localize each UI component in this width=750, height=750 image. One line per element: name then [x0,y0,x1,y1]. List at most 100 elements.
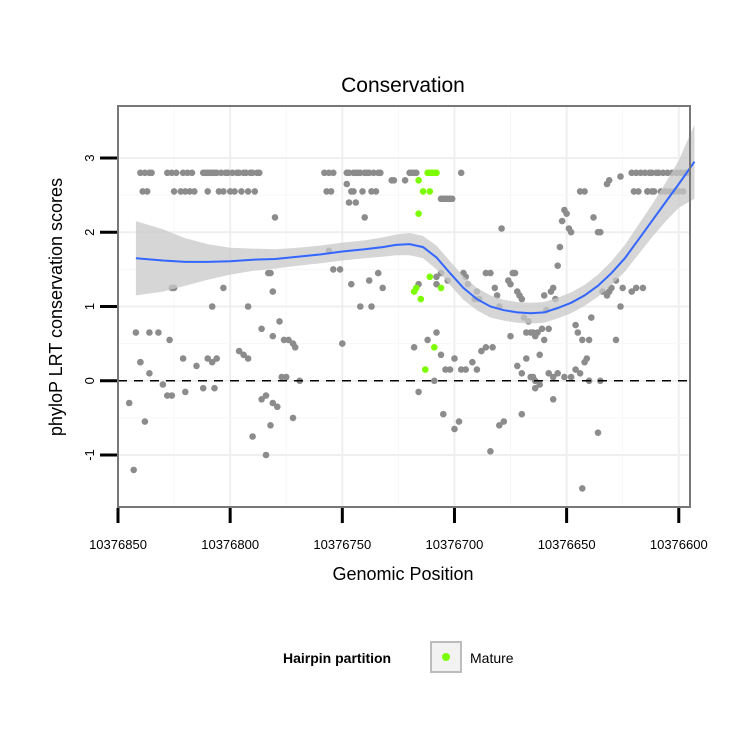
other-point [179,355,187,362]
other-point [168,392,176,399]
other-point [401,177,409,184]
other-point [235,347,243,355]
mature-point [422,366,429,373]
other-point [143,188,151,195]
other-point [536,381,543,388]
other-point [251,188,259,195]
other-point [451,355,458,362]
other-point [361,214,369,221]
other-point [549,396,557,403]
other-point [359,188,366,195]
panel-border [117,105,691,508]
other-point [137,358,144,366]
x-tick-label: 10376600 [650,537,708,552]
other-point [491,284,499,292]
other-point [159,381,167,388]
series-mature [410,169,445,373]
other-point [617,303,624,310]
other-point [343,180,351,188]
axes: 10376850 10376800 10376750 10376700 10376650… [82,154,708,552]
other-point [289,414,297,422]
other-point [469,358,476,366]
other-point [518,410,526,418]
other-point [487,448,494,455]
mature-point [433,169,440,177]
other-point [554,370,561,377]
other-point [267,269,274,277]
other-point [507,332,514,340]
other-point [330,266,337,273]
other-point [291,344,299,351]
mature-point [413,284,420,292]
other-point [285,336,292,344]
other-point [455,418,463,425]
x-tick-label: 10376800 [201,537,259,552]
other-point [269,399,277,407]
other-point [431,377,438,385]
other-point [377,169,384,177]
other-point [648,188,656,195]
other-point [274,403,281,411]
other-point [549,373,557,381]
y-tick-label: -1 [82,449,97,461]
other-point [563,210,570,217]
other-point [204,188,211,195]
other-point [605,177,613,184]
x-tick-label: 10376750 [313,537,371,552]
smooth-trend-line [135,161,696,315]
other-point [462,366,470,373]
other-point [628,288,635,295]
other-point [540,292,548,299]
other-point [487,269,494,277]
legend-label-mature: Mature [470,650,514,666]
other-point [374,269,382,277]
legend-title: Hairpin partition [283,650,391,666]
other-point [549,284,557,292]
other-point [415,388,422,396]
other-point [440,410,447,418]
other-point [368,303,375,310]
other-point [558,217,566,225]
other-point [365,277,373,284]
other-point [379,284,387,292]
other-point [498,225,505,232]
mature-point [431,344,438,351]
chart-title: Conservation [341,74,465,97]
other-point [327,188,335,195]
other-point [155,329,162,336]
y-tick-label: 0 [82,377,97,384]
other-point [148,169,155,177]
other-point [448,195,456,203]
other-point [619,284,626,292]
other-point [213,355,220,362]
other-point [262,392,270,399]
other-point [567,373,575,381]
other-point [518,370,526,377]
other-point [166,336,173,344]
other-point [336,266,344,273]
other-point [208,303,216,310]
other-point [146,329,153,336]
mature-point [419,188,427,195]
other-point [141,418,149,425]
other-point [581,188,588,195]
other-point [500,418,508,425]
other-point [574,329,582,336]
other-point [482,344,490,351]
other-point [255,169,263,177]
other-point [410,344,418,351]
other-point [238,188,245,195]
other-point [271,214,279,221]
mature-point [426,273,434,281]
other-point [191,188,198,195]
x-axis-label: Genomic Position [332,564,473,584]
other-point [267,422,274,429]
other-point [352,199,360,206]
other-point [433,273,440,281]
y-tick-label: 2 [82,229,97,236]
other-point [240,351,247,359]
other-point [173,169,180,177]
other-point [572,321,579,329]
other-point [567,228,575,236]
